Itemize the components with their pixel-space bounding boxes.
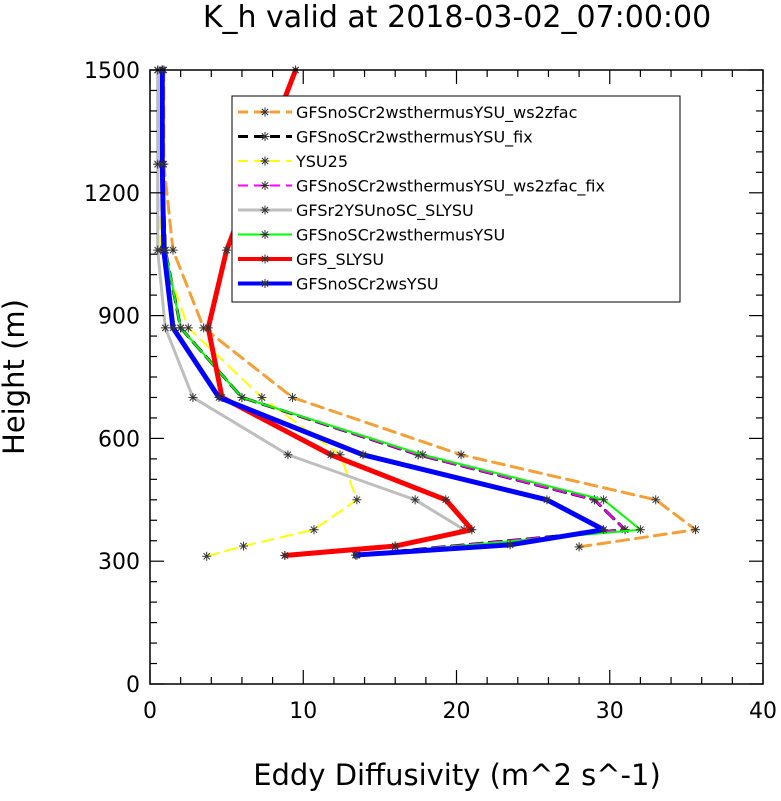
x-tick-label: 20: [443, 699, 471, 724]
series-point-2: [352, 495, 362, 505]
legend-box: [231, 95, 681, 303]
series-point-4: [188, 392, 198, 402]
series-point-6: [467, 525, 477, 535]
series-point-6: [441, 495, 451, 505]
series-point-7: [358, 450, 368, 460]
x-tick-label: 30: [596, 699, 624, 724]
series-point-6: [280, 550, 290, 560]
y-axis-label: Height (m): [0, 299, 31, 455]
series-point-0: [691, 525, 701, 535]
series-point-4: [153, 245, 163, 255]
series-point-4: [283, 450, 293, 460]
series-point-7: [157, 159, 167, 169]
series-point-6: [203, 323, 213, 333]
series-group: [153, 65, 701, 561]
series-line-7: [159, 67, 607, 558]
series-point-7: [599, 525, 609, 535]
legend-marker: [260, 230, 270, 239]
series-point-6: [390, 541, 400, 551]
series-point-2: [238, 541, 248, 551]
series-point-6: [222, 245, 232, 255]
series-point-0: [456, 450, 466, 460]
x-tick-label: 0: [143, 699, 157, 724]
legend-label: GFSnoSCr2wsthermusYSU_ws2zfac_fix: [296, 177, 605, 197]
x-tick-label: 10: [289, 699, 317, 724]
series-point-5: [635, 525, 645, 535]
y-tick-label: 1200: [84, 182, 140, 207]
series-point-0: [651, 495, 661, 505]
x-axis-label: Eddy Diffusivity (m^2 s^-1): [253, 758, 661, 792]
series-point-2: [309, 525, 319, 535]
legend-label: GFSnoSCr2wsthermusYSU_ws2zfac: [296, 103, 577, 123]
series-point-4: [160, 323, 170, 333]
legend-label: YSU25: [295, 152, 348, 171]
y-tick-label: 900: [98, 305, 140, 330]
series-point-0: [574, 542, 584, 552]
series-point-5: [599, 495, 609, 505]
legend-marker: [260, 181, 270, 190]
chart-title: K_h valid at 2018-03-02_07:00:00: [203, 0, 711, 35]
legend: GFSnoSCr2wsthermusYSU_ws2zfac GFSnoSCr2ws…: [231, 95, 681, 303]
series-point-7: [214, 392, 224, 402]
legend-marker: [260, 279, 270, 288]
legend-marker: [260, 254, 270, 264]
legend-label: GFS_SLYSU: [296, 250, 384, 270]
y-tick-label: 0: [126, 673, 140, 698]
series-point-4: [410, 495, 420, 505]
y-tick-label: 600: [98, 427, 140, 452]
series-point-7: [505, 540, 515, 550]
series-point-5: [237, 392, 247, 402]
series-point-2: [183, 323, 193, 333]
legend-marker: [260, 132, 270, 141]
y-tick-label: 300: [98, 550, 140, 575]
series-line-1: [160, 68, 627, 557]
series-point-2: [257, 392, 267, 402]
axis-ticks: 0 10 20 30 40 0 300 600 900 1200 1500: [84, 59, 777, 724]
series-point-7: [168, 323, 178, 333]
series-point-2: [202, 551, 212, 561]
series-point-0: [288, 392, 298, 402]
series-line-2: [156, 69, 358, 558]
legend-label: GFSnoSCr2wsYSU: [296, 275, 439, 294]
legend-marker: [260, 107, 270, 117]
series-point-7: [542, 495, 552, 505]
legend-label: GFSnoSCr2wsthermusYSU: [296, 226, 505, 245]
legend-marker: [260, 156, 270, 166]
legend-label: GFSnoSCr2wsthermusYSU_fix: [296, 128, 533, 148]
x-tick-label: 40: [749, 699, 777, 724]
y-tick-label: 1500: [84, 59, 140, 84]
series-point-7: [159, 245, 169, 255]
legend-label: GFSr2YSUnoSC_SLYSU: [296, 201, 474, 221]
series-point-5: [418, 450, 428, 460]
series-point-6: [326, 450, 336, 460]
series-point-5: [176, 323, 186, 333]
series-point-0: [168, 245, 178, 255]
series-point-7: [350, 550, 360, 560]
legend-marker: [260, 205, 270, 215]
